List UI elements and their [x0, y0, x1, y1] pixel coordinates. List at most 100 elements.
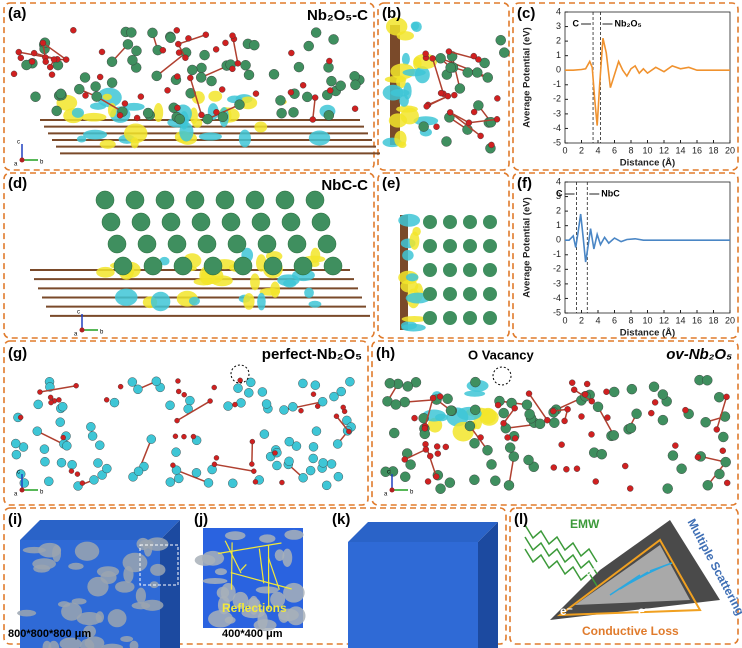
density-blob [399, 94, 409, 107]
density-blob [246, 597, 261, 609]
atom [171, 447, 181, 457]
atom [714, 468, 725, 480]
density-blob [159, 256, 170, 266]
panel-title: Nb₂O₅-C [307, 7, 368, 24]
atom [323, 110, 335, 121]
density-blob [398, 213, 421, 227]
atom [490, 475, 501, 486]
density-blob [96, 566, 120, 578]
annotation: Conductive Loss [582, 624, 679, 638]
density-blob [401, 316, 427, 323]
atom [68, 468, 75, 474]
bond [468, 118, 498, 124]
bond [42, 42, 67, 61]
panel-title: ov-Nb₂O₅ [666, 346, 732, 363]
atom [261, 399, 272, 409]
atom [40, 456, 50, 467]
atom [525, 390, 533, 397]
y-tick-label: 0 [556, 235, 561, 245]
atom [443, 215, 457, 229]
bond [451, 56, 461, 89]
bond [189, 77, 203, 116]
atom [465, 119, 473, 126]
atom [275, 190, 295, 210]
atom [469, 474, 480, 485]
atom [326, 75, 337, 87]
density-blob [257, 292, 266, 311]
atom [252, 479, 259, 485]
atom [310, 27, 322, 38]
atom [190, 433, 197, 440]
atom [333, 413, 340, 419]
atom [198, 111, 205, 119]
atom [133, 114, 141, 122]
panel-label: (f) [517, 175, 532, 192]
atom [534, 418, 546, 430]
atom [46, 63, 54, 71]
atom [317, 396, 328, 407]
atom [332, 439, 343, 449]
atom [592, 478, 599, 485]
atom [173, 27, 180, 34]
density-blob [464, 390, 486, 397]
atom [197, 234, 217, 254]
x-tick-label: 10 [642, 315, 652, 325]
atom [293, 256, 313, 276]
atom [310, 380, 321, 390]
atom [284, 436, 294, 447]
x-tick-label: 16 [692, 315, 702, 325]
atom [429, 394, 437, 402]
atom [185, 190, 205, 210]
atom [483, 287, 497, 301]
annotation: C [573, 18, 580, 28]
y-axis-label: Average Potential (eV) [522, 197, 533, 297]
atom [493, 116, 501, 123]
atom [60, 434, 66, 441]
atom [288, 402, 298, 412]
density-blob [409, 231, 420, 250]
electron: e⁻ [560, 604, 573, 618]
atom [625, 422, 637, 434]
atom [303, 40, 314, 52]
atom [173, 256, 193, 276]
y-tick-label: -2 [553, 94, 561, 104]
atom [475, 56, 482, 63]
atom [550, 407, 557, 415]
density-blob [114, 288, 138, 306]
atom [237, 377, 243, 384]
atom [181, 433, 187, 440]
cube-side [160, 520, 180, 648]
atom [326, 459, 337, 469]
atom [328, 34, 339, 45]
density-blob [107, 609, 127, 628]
axis-letter: a [14, 492, 18, 498]
atom [443, 311, 457, 325]
density-blob [232, 591, 249, 609]
atom [37, 389, 43, 395]
atom [28, 58, 36, 65]
atom [504, 434, 511, 441]
atom [74, 471, 81, 477]
density-blob [304, 287, 314, 299]
atom [473, 100, 484, 111]
atom [483, 263, 497, 277]
bond [597, 406, 615, 436]
atom [44, 476, 54, 487]
x-tick-label: 8 [628, 145, 633, 155]
atom [172, 433, 179, 439]
atom [174, 104, 181, 112]
atom [103, 397, 110, 403]
atom [327, 87, 334, 94]
x-tick-label: 2 [579, 315, 584, 325]
atom [445, 48, 453, 55]
atom [443, 239, 457, 253]
atom [340, 404, 346, 411]
density-blob [259, 534, 276, 543]
x-tick-label: 2 [579, 145, 584, 155]
atom [147, 27, 158, 39]
x-tick-label: 16 [692, 145, 702, 155]
atom [578, 413, 585, 420]
cube-side [478, 522, 498, 648]
atom [470, 52, 477, 60]
